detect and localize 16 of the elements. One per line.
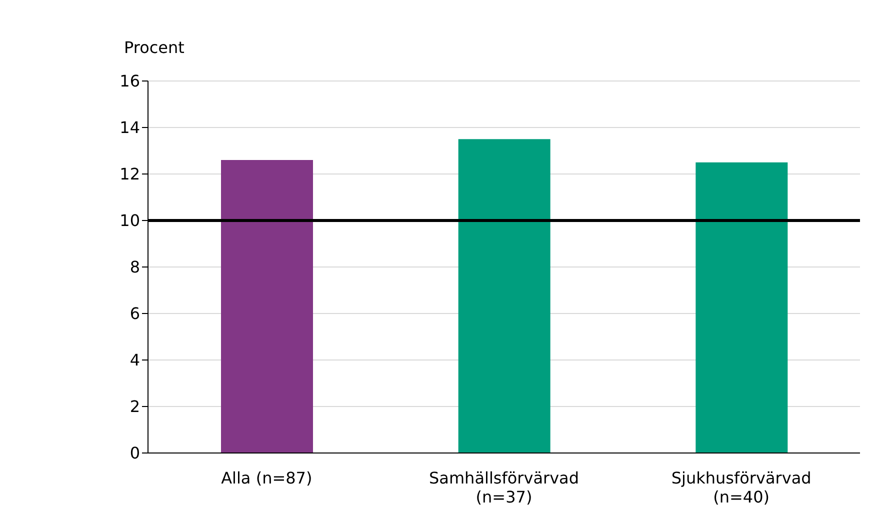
y-tick-label: 0 [130,444,140,463]
y-tick-label: 16 [120,72,140,91]
x-tick-label: Sjukhusförvärvad (n=40) [671,468,812,507]
y-tick-label: 6 [130,304,140,324]
x-tick-label: Samhällsförvärvad (n=37) [429,468,579,507]
y-tick-label: 2 [130,397,140,416]
y-tick-label: 4 [130,350,140,370]
y-tick-label: 8 [130,258,140,277]
y-tick-label: 10 [120,211,140,230]
x-tick-label: Alla (n=87) [221,468,312,488]
bar [696,162,788,453]
bar [458,139,550,453]
y-tick-label: 12 [120,164,140,184]
y-tick-label: 14 [120,118,140,138]
bar [221,160,313,453]
y-axis-title: Procent [124,38,184,57]
